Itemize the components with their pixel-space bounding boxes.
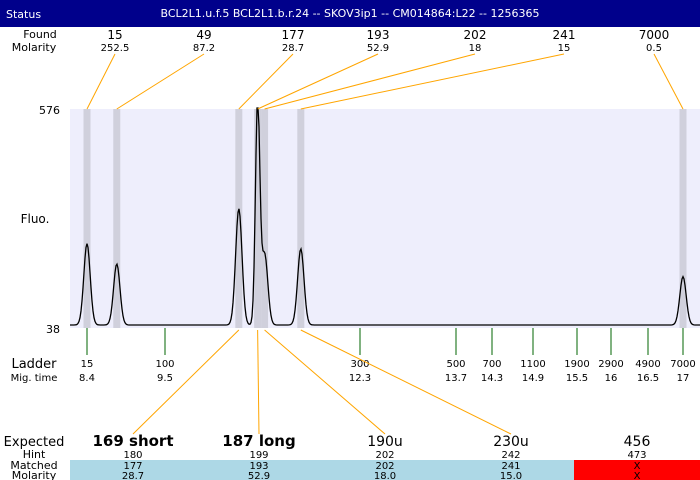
- molarity-value: 15.0: [500, 471, 522, 480]
- ladder-size-label: 700: [482, 359, 501, 370]
- matched-label: Matched: [10, 459, 57, 472]
- ladder-mig-time-label: 14.9: [522, 373, 544, 384]
- peak-connector: [300, 53, 565, 110]
- expected-label: 187 long: [222, 432, 295, 450]
- match-cell: [322, 460, 448, 480]
- hint-value: 242: [501, 450, 520, 461]
- ladder-size-label: 1100: [520, 359, 545, 370]
- molarity-value: 52.9: [248, 471, 270, 480]
- molarity-value: 28.7: [122, 471, 144, 480]
- found-molarity-label: 15: [558, 43, 571, 54]
- matched-value: 193: [249, 461, 268, 472]
- expected-label: Expected: [4, 435, 65, 450]
- peak-connector: [264, 53, 476, 110]
- peak-connector: [116, 53, 205, 110]
- ladder-size-label: 100: [155, 359, 174, 370]
- molarity-value: 18.0: [374, 471, 396, 480]
- match-cell: [574, 460, 700, 480]
- found-size-label: 202: [464, 28, 487, 42]
- peak-band: [297, 109, 305, 328]
- peak-band: [113, 109, 121, 328]
- title-bar: BCL2L1.u.f.5 BCL2L1.b.r.24 -- SKOV3ip1 -…: [0, 0, 700, 27]
- ladder-size-label: 1900: [564, 359, 589, 370]
- found-size-label: 7000: [639, 28, 670, 42]
- hint-value: 202: [375, 450, 394, 461]
- ladder-mig-time-label: 15.5: [566, 373, 588, 384]
- expected-label: 456: [624, 434, 651, 450]
- expected-label: 230u: [493, 434, 529, 450]
- found-size-label: 241: [553, 28, 576, 42]
- found-size-label: 49: [196, 28, 211, 42]
- ladder-mig-time-label: 12.3: [349, 373, 371, 384]
- mig-time-label: Mig. time: [11, 373, 58, 384]
- expected-connector: [264, 329, 386, 435]
- peak-band: [679, 109, 687, 328]
- peak-connector: [257, 53, 379, 110]
- hint-value: 199: [249, 450, 268, 461]
- found-molarity-label: 28.7: [282, 43, 304, 54]
- hint-value: 180: [123, 450, 142, 461]
- hint-label: Hint: [23, 448, 46, 461]
- match-cell: [70, 460, 196, 480]
- expected-label: 169 short: [92, 432, 173, 450]
- matched-value: 202: [375, 461, 394, 472]
- peak-connector: [86, 53, 116, 110]
- found-molarity-label: 18: [469, 43, 482, 54]
- found-molarity-label: 87.2: [193, 43, 215, 54]
- expected-label: 190u: [367, 434, 403, 450]
- expected-connector: [257, 329, 260, 435]
- found-molarity-label: 252.5: [101, 43, 130, 54]
- ladder-size-label: 300: [350, 359, 369, 370]
- peak-band: [261, 109, 269, 328]
- found-size-label: 177: [282, 28, 305, 42]
- molarity-label: Molarity: [12, 41, 57, 54]
- found-molarity-label: 52.9: [367, 43, 389, 54]
- peak-band: [235, 109, 243, 328]
- expected-connector: [300, 329, 512, 435]
- matched-value: 177: [123, 461, 142, 472]
- ladder-mig-time-label: 16.5: [637, 373, 659, 384]
- ladder-size-label: 500: [446, 359, 465, 370]
- found-size-label: 193: [367, 28, 390, 42]
- matched-value: 241: [501, 461, 520, 472]
- ladder-mig-time-label: 16: [605, 373, 618, 384]
- peak-connector: [653, 53, 684, 110]
- ladder-mig-time-label: 13.7: [445, 373, 467, 384]
- molarity-bottom-label: Molarity: [12, 469, 57, 480]
- found-label: Found: [23, 28, 57, 41]
- y-tick-max: 576: [39, 104, 60, 117]
- ladder-mig-time-label: 14.3: [481, 373, 503, 384]
- found-molarity-label: 0.5: [646, 43, 662, 54]
- ladder-mig-time-label: 17: [677, 373, 690, 384]
- peak-band: [254, 109, 262, 328]
- ladder-size-label: 15: [81, 359, 94, 370]
- matched-value: X: [634, 461, 641, 472]
- expected-connector: [132, 329, 240, 435]
- y-tick-min: 38: [46, 323, 60, 336]
- ladder-size-label: 2900: [598, 359, 623, 370]
- match-cell: [448, 460, 574, 480]
- found-size-label: 15: [107, 28, 122, 42]
- fluorescence-trace: [70, 107, 700, 326]
- ladder-mig-time-label: 8.4: [79, 373, 95, 384]
- ladder-label: Ladder: [11, 357, 57, 372]
- plot-area: [70, 109, 700, 328]
- peak-connector: [238, 53, 294, 110]
- ladder-size-label: 4900: [635, 359, 660, 370]
- status-label: Status: [6, 8, 41, 21]
- ladder-mig-time-label: 9.5: [157, 373, 173, 384]
- match-cell: [196, 460, 322, 480]
- y-axis-label: Fluo.: [21, 212, 50, 226]
- hint-value: 473: [627, 450, 646, 461]
- ladder-size-label: 7000: [670, 359, 695, 370]
- molarity-value: X: [634, 471, 641, 480]
- peak-band: [83, 109, 91, 328]
